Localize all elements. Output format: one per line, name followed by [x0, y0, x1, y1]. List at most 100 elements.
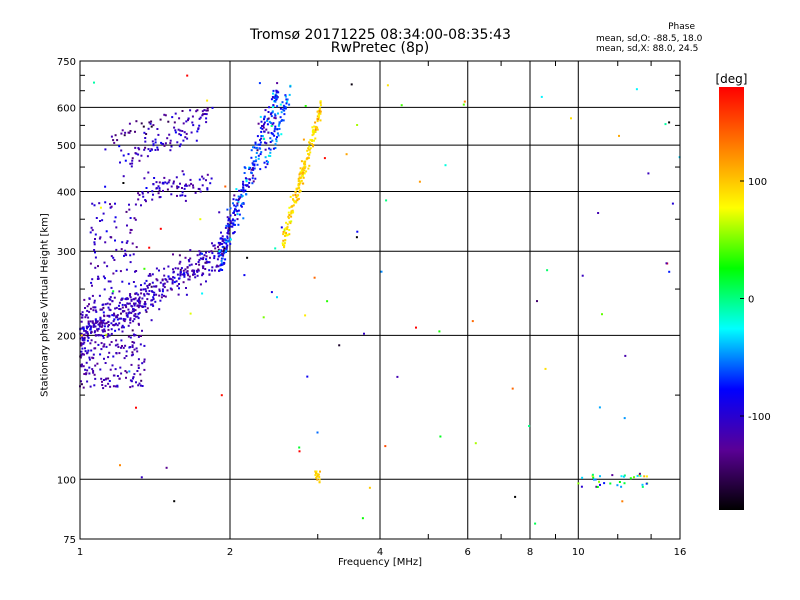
data-point [303, 167, 306, 170]
data-point [256, 149, 259, 152]
data-point [252, 163, 254, 166]
data-point [177, 267, 180, 270]
data-point [182, 269, 185, 272]
data-point [205, 280, 207, 283]
data-point [83, 336, 86, 339]
data-point [283, 109, 286, 112]
data-point [229, 225, 232, 228]
data-point [118, 301, 121, 304]
data-point [84, 347, 86, 350]
data-point [188, 184, 191, 187]
data-point [218, 250, 221, 253]
data-point [197, 269, 200, 272]
data-point [270, 112, 273, 115]
data-point [134, 203, 137, 206]
data-point [102, 336, 105, 339]
data-point [131, 344, 134, 347]
data-point [319, 100, 322, 103]
data-point [103, 330, 106, 333]
data-point [141, 192, 144, 195]
data-point [88, 303, 90, 306]
data-point [629, 477, 632, 480]
data-point [317, 118, 320, 121]
data-point [271, 139, 274, 142]
data-point [257, 157, 260, 160]
colorbar-scale [719, 87, 744, 510]
data-point [319, 119, 322, 122]
data-point [131, 341, 134, 343]
data-point [205, 258, 208, 261]
data-point [107, 382, 110, 385]
data-point [132, 377, 134, 380]
data-point [577, 482, 580, 485]
data-point [380, 270, 383, 273]
data-point [107, 280, 110, 283]
data-point [268, 147, 271, 150]
data-point [296, 187, 299, 190]
data-point [312, 144, 315, 146]
data-point [132, 376, 135, 379]
data-point [217, 241, 220, 244]
colorbar-label: [deg] [716, 72, 748, 86]
data-point [131, 385, 134, 388]
data-point [147, 171, 150, 174]
data-point [166, 182, 169, 185]
data-point [283, 107, 286, 109]
data-point [121, 345, 123, 347]
data-point [311, 134, 314, 137]
data-point [462, 103, 465, 106]
data-point [83, 373, 86, 375]
data-point [113, 313, 116, 316]
data-point [138, 194, 141, 196]
data-point [125, 306, 128, 309]
data-point [99, 220, 101, 222]
data-point [315, 472, 317, 475]
data-point [116, 343, 119, 346]
data-point [182, 122, 185, 125]
data-point [120, 346, 122, 349]
data-point [121, 241, 124, 244]
data-point [304, 105, 307, 107]
data-point [232, 232, 235, 235]
data-point [88, 297, 91, 300]
data-point [173, 500, 176, 503]
data-point [183, 273, 186, 276]
data-point [145, 200, 147, 203]
data-point [259, 139, 261, 142]
data-point [205, 260, 208, 263]
data-point [272, 89, 275, 92]
data-point [79, 313, 82, 316]
data-point [104, 362, 107, 364]
data-point [232, 212, 235, 214]
data-point [110, 328, 113, 331]
data-point [266, 163, 269, 166]
data-point [129, 261, 132, 264]
data-point [308, 153, 311, 156]
data-point [165, 278, 168, 281]
data-point [179, 194, 182, 197]
data-point [300, 160, 303, 163]
data-point [386, 84, 389, 87]
data-point [81, 311, 84, 314]
y-tick-label: 400 [57, 187, 76, 198]
data-point [186, 272, 189, 275]
data-point [355, 236, 358, 239]
data-point [293, 200, 296, 203]
data-point [302, 182, 304, 185]
data-point [234, 205, 237, 208]
data-point [83, 334, 85, 336]
data-point [581, 274, 584, 277]
data-point [152, 183, 155, 185]
data-point [179, 129, 182, 132]
data-point [184, 199, 187, 202]
data-point [316, 120, 319, 123]
data-point [227, 230, 230, 233]
data-point [122, 182, 125, 184]
data-point [144, 288, 147, 291]
data-point [211, 242, 213, 245]
data-point [124, 370, 127, 372]
data-point [621, 500, 624, 503]
data-point [278, 123, 281, 126]
data-point [144, 146, 147, 149]
data-point [127, 324, 130, 327]
